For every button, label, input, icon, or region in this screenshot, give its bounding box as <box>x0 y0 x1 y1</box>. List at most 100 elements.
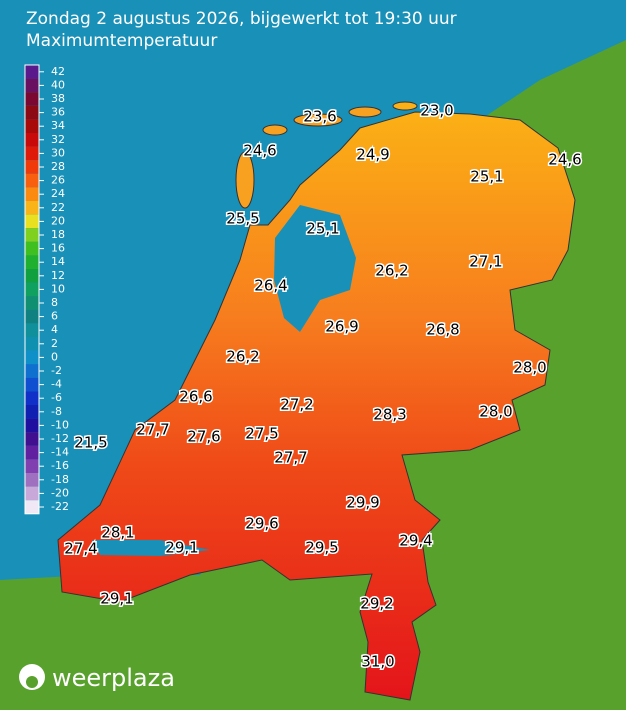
logo-text: weerplaza <box>52 664 175 692</box>
legend-label: 38 <box>51 92 65 105</box>
legend-label: 30 <box>51 146 65 159</box>
legend-swatch <box>25 445 39 460</box>
legend-label: -2 <box>51 364 62 377</box>
legend-label: 0 <box>51 350 58 363</box>
legend-label: 18 <box>51 228 65 241</box>
station-temperature: 26,9 <box>325 318 358 336</box>
legend-swatch <box>25 146 39 161</box>
legend-label: 40 <box>51 78 65 91</box>
station-temperature: 29,4 <box>399 532 432 550</box>
legend-label: -20 <box>51 486 69 499</box>
logo-icon-inner <box>26 676 38 688</box>
legend-swatch <box>25 269 39 283</box>
station-temperature: 26,4 <box>254 277 287 295</box>
legend-label: -12 <box>51 432 69 445</box>
legend-swatch <box>25 214 39 229</box>
westerschelde <box>92 540 210 556</box>
legend-swatch <box>25 500 39 514</box>
legend-swatch <box>25 282 39 297</box>
legend-label: 34 <box>51 119 65 132</box>
legend-swatch <box>25 377 39 392</box>
station-temperature: 27,2 <box>280 396 313 414</box>
legend-swatch <box>25 201 39 215</box>
legend-label: 10 <box>51 282 65 295</box>
station-temperature: 25,1 <box>306 220 339 238</box>
title: Zondag 2 augustus 2026, bijgewerkt tot 1… <box>26 9 457 29</box>
legend-swatch <box>25 160 39 174</box>
station-temperature: 26,2 <box>226 348 259 366</box>
legend: 424038363432302826242220181614121086420-… <box>24 64 69 515</box>
legend-swatch <box>25 105 39 120</box>
station-temperature: 28,1 <box>101 524 134 542</box>
station-temperature: 26,6 <box>179 388 212 406</box>
station-temperature: 28,0 <box>479 403 512 421</box>
station-temperature: 29,1 <box>100 590 133 608</box>
stations: 23,6 23,0 24,6 24,9 24,6 25,1 25,5 25,1 26,2 27,1… <box>63 100 583 672</box>
station-temperature: 26,8 <box>426 321 459 339</box>
legend-label: -6 <box>51 391 62 404</box>
legend-swatch <box>25 92 39 106</box>
schiermonnikoog <box>392 101 418 111</box>
legend-label: -4 <box>51 378 62 391</box>
legend-swatch <box>25 405 39 419</box>
legend-label: 28 <box>51 160 65 173</box>
legend-swatch <box>25 133 39 147</box>
station-temperature: 25,5 <box>226 210 259 228</box>
legend-swatch <box>25 337 39 351</box>
legend-label: -14 <box>51 446 69 459</box>
station-temperature: 27,6 <box>187 428 220 446</box>
terschelling <box>293 113 343 127</box>
vlieland <box>262 124 288 136</box>
legend-swatch <box>25 119 39 133</box>
logo: weerplaza <box>19 664 175 692</box>
legend-label: 14 <box>51 255 65 268</box>
legend-label: -18 <box>51 473 69 486</box>
legend-label: -16 <box>51 459 69 472</box>
legend-swatch <box>25 432 39 446</box>
station-temperature: 27,4 <box>64 540 97 558</box>
legend-swatch <box>25 309 39 324</box>
station-temperature: 23,6 <box>303 108 336 126</box>
ijsselmeer <box>274 205 356 332</box>
legend-label: 2 <box>51 337 58 350</box>
legend-label: 36 <box>51 106 65 119</box>
legend-swatch <box>25 486 39 501</box>
legend-swatch <box>25 350 39 365</box>
legend-label: 12 <box>51 269 65 282</box>
legend-label: 24 <box>51 187 65 200</box>
legend-label: 16 <box>51 242 65 255</box>
station-temperature: 25,1 <box>470 168 503 186</box>
legend-label: 32 <box>51 133 65 146</box>
station-temperature: 24,9 <box>356 146 389 164</box>
legend-label: 6 <box>51 310 58 323</box>
station-temperature: 28,3 <box>373 406 406 424</box>
station-temperature: 27,7 <box>274 449 307 467</box>
legend-swatch <box>25 323 39 337</box>
station-temperature: 27,1 <box>469 253 502 271</box>
legend-label: -8 <box>51 405 62 418</box>
station-temperature: 27,5 <box>245 425 278 443</box>
legend-swatch <box>25 187 39 201</box>
legend-swatch <box>25 391 39 405</box>
station-temperature: 27,7 <box>136 421 169 439</box>
legend-swatch <box>25 473 39 487</box>
legend-label: -22 <box>51 500 69 513</box>
legend-swatch <box>25 78 39 93</box>
station-temperature: 26,2 <box>375 262 408 280</box>
ameland <box>348 106 382 118</box>
legend-frame <box>24 64 40 515</box>
station-temperature: 23,0 <box>420 102 453 120</box>
station-temperature: 29,6 <box>245 515 278 533</box>
netherlands <box>57 111 576 701</box>
legend-swatch <box>25 173 39 188</box>
texel <box>235 151 255 209</box>
legend-swatch <box>25 241 39 256</box>
legend-label: 22 <box>51 201 65 214</box>
legend-label: 42 <box>51 65 65 78</box>
legend-swatch <box>25 459 39 473</box>
legend-label: -10 <box>51 418 69 431</box>
station-temperature: 24,6 <box>243 142 276 160</box>
legend-label: 8 <box>51 296 58 309</box>
legend-label: 20 <box>51 214 65 227</box>
station-temperature: 29,9 <box>346 494 379 512</box>
